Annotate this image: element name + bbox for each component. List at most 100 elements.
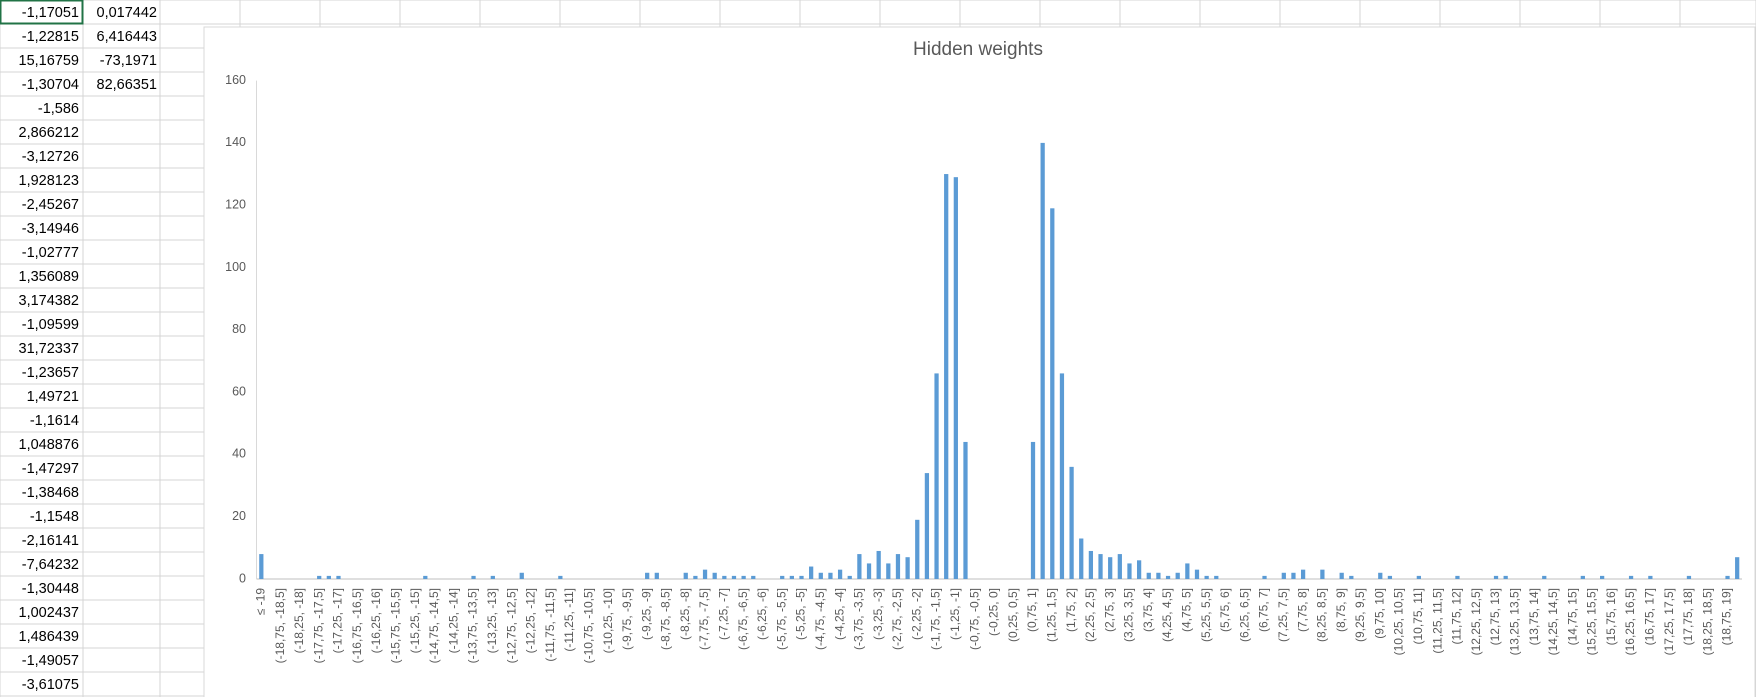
cell: -1,38468 bbox=[22, 485, 79, 501]
x-tick-label: (-10,25, -10] bbox=[601, 588, 615, 653]
bar bbox=[924, 473, 930, 579]
x-tick-label: (-6,25, -6] bbox=[755, 588, 769, 640]
bar bbox=[1378, 572, 1383, 579]
bar bbox=[1291, 572, 1296, 579]
x-tick-label: (-14,25, -14] bbox=[446, 588, 460, 653]
cell: 1,048876 bbox=[19, 437, 79, 453]
x-tick-label: (18,25, 18,5] bbox=[1700, 588, 1714, 655]
x-tick-label: (-15,25, -15] bbox=[408, 588, 422, 653]
x-tick-label: (17,75, 18] bbox=[1681, 588, 1695, 645]
bar bbox=[1600, 575, 1605, 579]
bar bbox=[818, 572, 823, 579]
x-tick-label: (16,75, 17] bbox=[1643, 588, 1657, 645]
bar bbox=[1194, 569, 1200, 579]
cell: 0,017442 bbox=[97, 5, 157, 21]
cell: 2,866212 bbox=[19, 125, 79, 141]
bar bbox=[847, 575, 852, 579]
bar bbox=[780, 575, 785, 579]
x-tick-label: (-0,75, -0,5] bbox=[967, 588, 981, 650]
x-tick-label: (2,75, 3] bbox=[1102, 588, 1116, 632]
bar bbox=[866, 563, 872, 579]
bar bbox=[751, 575, 756, 579]
x-tick-label: (14,75, 15] bbox=[1565, 588, 1579, 645]
bar bbox=[1416, 575, 1421, 579]
x-tick-label: (-9,25, -9] bbox=[639, 588, 653, 640]
x-tick-label: (-8,25, -8] bbox=[678, 588, 692, 640]
x-tick-label: (7,25, 7,5] bbox=[1276, 588, 1290, 642]
bar bbox=[905, 557, 910, 579]
cell: -1,49057 bbox=[22, 653, 79, 669]
y-tick-label: 40 bbox=[232, 447, 246, 461]
bar bbox=[1156, 572, 1161, 579]
bar bbox=[1059, 373, 1065, 579]
bar bbox=[1349, 575, 1354, 579]
bar bbox=[1069, 466, 1074, 579]
cell: -1,1614 bbox=[30, 413, 79, 429]
bar bbox=[857, 554, 862, 579]
x-tick-label: (-3,75, -3,5] bbox=[852, 588, 866, 650]
bar bbox=[1300, 569, 1306, 579]
bar bbox=[789, 575, 794, 579]
x-tick-label: (-17,75, -17,5] bbox=[311, 588, 325, 663]
cell: -73,1971 bbox=[100, 53, 157, 69]
x-tick-label: (14,25, 14,5] bbox=[1546, 588, 1560, 655]
y-tick-label: 20 bbox=[232, 509, 246, 523]
x-tick-label: (12,25, 12,5] bbox=[1469, 588, 1483, 655]
bar bbox=[934, 373, 939, 579]
bar bbox=[423, 575, 428, 579]
cell: -1,30448 bbox=[22, 581, 79, 597]
bar bbox=[490, 575, 495, 579]
chart-area[interactable] bbox=[203, 26, 1756, 697]
bar bbox=[471, 575, 476, 579]
x-tick-label: (-0,25, 0] bbox=[987, 588, 1001, 636]
bar bbox=[1455, 575, 1460, 579]
cell: -2,16141 bbox=[22, 533, 79, 549]
cell: 1,356089 bbox=[19, 269, 79, 285]
y-tick-label: 140 bbox=[225, 135, 246, 149]
bar bbox=[1686, 575, 1692, 579]
x-tick-label: (-3,25, -3] bbox=[871, 588, 885, 640]
bar bbox=[1098, 554, 1103, 579]
x-tick-label: (-18,25, -18] bbox=[292, 588, 306, 653]
cell: -3,61075 bbox=[22, 677, 79, 693]
x-tick-label: (1,75, 2] bbox=[1064, 588, 1078, 632]
x-tick-label: (10,75, 11] bbox=[1411, 588, 1425, 644]
x-tick-label: (11,25, 11,5] bbox=[1430, 588, 1444, 654]
x-tick-label: (9,25, 9,5] bbox=[1353, 588, 1367, 642]
bar bbox=[702, 569, 708, 579]
selected-cell bbox=[0, 0, 84, 25]
cell: 31,72337 bbox=[19, 341, 79, 357]
bar bbox=[1204, 575, 1209, 579]
x-tick-label: (17,25, 17,5] bbox=[1662, 588, 1676, 655]
x-tick-label: (5,25, 5,5] bbox=[1199, 588, 1213, 642]
bar bbox=[876, 550, 881, 579]
y-tick-label: 120 bbox=[225, 197, 246, 211]
x-tick-label: (-12,25, -12] bbox=[524, 588, 538, 653]
bar bbox=[558, 575, 563, 579]
bar bbox=[1214, 575, 1219, 579]
x-tick-label: (13,25, 13,5] bbox=[1507, 588, 1521, 655]
x-tick-label: (-14,75, -14,5] bbox=[427, 588, 441, 663]
x-tick-label: (6,75, 7] bbox=[1257, 588, 1271, 632]
bar bbox=[886, 563, 891, 579]
cell: -3,12726 bbox=[22, 149, 79, 165]
cell: -1,23657 bbox=[22, 365, 79, 381]
bar bbox=[1320, 569, 1325, 579]
y-tick-label: 60 bbox=[232, 384, 246, 398]
x-tick-label: (8,75, 9] bbox=[1334, 588, 1348, 632]
cell: 1,486439 bbox=[19, 629, 79, 645]
bar bbox=[1542, 575, 1547, 579]
cell: -2,45267 bbox=[22, 197, 79, 213]
cell: 1,49721 bbox=[27, 389, 79, 405]
x-tick-label: (6,25, 6,5] bbox=[1237, 588, 1251, 642]
cell: 3,174382 bbox=[19, 293, 79, 309]
x-tick-label: (-7,75, -7,5] bbox=[697, 588, 711, 650]
bar bbox=[1146, 572, 1151, 579]
cell: -1,30704 bbox=[22, 77, 79, 93]
x-tick-label: (-5,25, -5] bbox=[794, 588, 808, 640]
bar bbox=[336, 575, 341, 579]
x-tick-label: (-8,75, -8,5] bbox=[659, 588, 673, 650]
cell: -1,09599 bbox=[22, 317, 79, 333]
bar bbox=[1088, 550, 1094, 579]
bar bbox=[1050, 208, 1055, 579]
